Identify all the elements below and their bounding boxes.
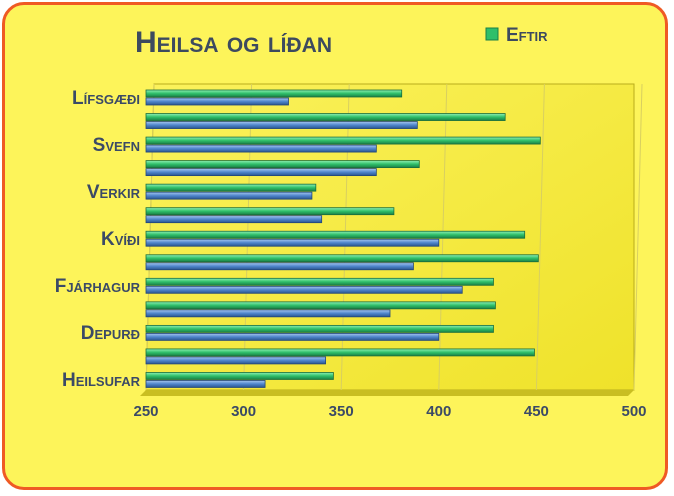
x-tick-label: 350 bbox=[329, 403, 354, 420]
bar-fyrir bbox=[145, 380, 266, 388]
x-tick-labels: 250 300 350 400 450 500 bbox=[133, 403, 646, 420]
bar-eftir bbox=[145, 372, 334, 380]
bar-fyrir bbox=[145, 262, 414, 271]
category-label: Kvíði bbox=[101, 229, 140, 250]
x-tick-label: 400 bbox=[426, 403, 451, 420]
x-tick-label: 450 bbox=[524, 403, 549, 420]
bar-fyrir bbox=[145, 97, 289, 106]
bar-eftir bbox=[145, 183, 317, 192]
gridline bbox=[535, 83, 545, 391]
category-label: Verkir bbox=[87, 182, 141, 203]
bar-eftir bbox=[145, 324, 494, 333]
legend: Eftir bbox=[485, 25, 548, 46]
bar-fyrir bbox=[145, 121, 418, 129]
category-label: Heilsufar bbox=[62, 370, 141, 391]
bar-eftir bbox=[145, 89, 403, 98]
bar-fyrir bbox=[145, 191, 313, 200]
bar-eftir bbox=[145, 301, 496, 310]
bar-fyrir bbox=[145, 332, 440, 341]
bar-fyrir bbox=[145, 285, 463, 294]
x-tick-label: 500 bbox=[621, 403, 646, 420]
bar-eftir bbox=[145, 230, 526, 239]
category-label: Svefn bbox=[93, 135, 140, 156]
category-label: Depurð bbox=[81, 323, 140, 344]
bar-eftir bbox=[145, 348, 535, 357]
bar-eftir bbox=[145, 277, 494, 286]
bar-eftir bbox=[145, 136, 541, 145]
bar-eftir bbox=[145, 113, 506, 121]
category-label: Fjárhagur bbox=[55, 276, 141, 297]
bar-fyrir bbox=[145, 168, 377, 177]
category-labels: Heilsufar Depurð Fjárhagur Kvíði Verkir Svefn… bbox=[55, 88, 141, 391]
bar-fyrir bbox=[145, 215, 323, 224]
legend-swatch-eftir bbox=[485, 27, 499, 41]
bar-eftir bbox=[145, 254, 539, 263]
bar-fyrir bbox=[145, 309, 391, 318]
legend-label-eftir: Eftir bbox=[506, 25, 548, 46]
bar-eftir bbox=[145, 160, 420, 169]
bar-eftir bbox=[145, 207, 395, 216]
bar-fyrir bbox=[145, 238, 440, 247]
x-tick-label: 300 bbox=[231, 403, 256, 420]
gridline bbox=[633, 83, 643, 391]
category-label: Lífsgæði bbox=[72, 88, 140, 109]
bars bbox=[145, 89, 541, 388]
bar-fyrir bbox=[145, 144, 377, 153]
chart-title: Heilsa og líðan bbox=[135, 26, 332, 59]
bar-fyrir bbox=[145, 356, 326, 365]
x-tick-label: 250 bbox=[133, 403, 158, 420]
plot-floor bbox=[140, 390, 634, 396]
